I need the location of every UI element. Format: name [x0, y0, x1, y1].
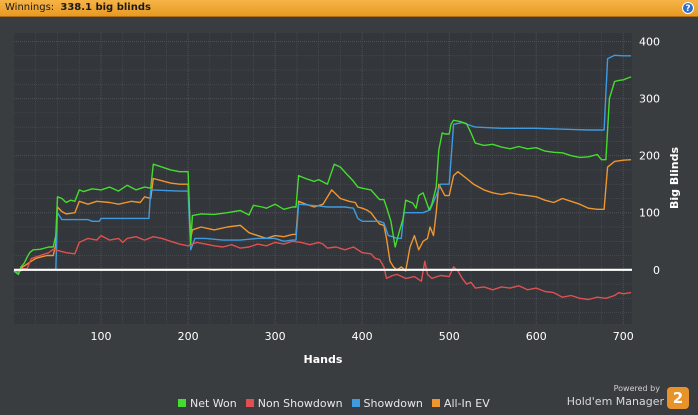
x-axis-title: Hands: [304, 353, 343, 366]
winnings-value: 338.1 big blinds: [60, 2, 151, 13]
legend-swatch-allin-ev: [431, 399, 440, 407]
winnings-summary: Winnings: 338.1 big blinds: [5, 2, 151, 13]
series-layer: [13, 54, 632, 301]
y-axis-title: Big Blinds: [668, 147, 681, 209]
x-axis-ticks: 100 200 300 400 500 600 700: [91, 330, 634, 343]
brand-name: Hold'em Manager: [566, 395, 664, 408]
legend-swatch-showdown: [351, 399, 360, 407]
help-icon[interactable]: ?: [682, 2, 694, 14]
x-tick-label: 200: [178, 330, 199, 343]
legend-item-non-showdown[interactable]: Non Showdown: [245, 396, 343, 410]
x-tick-label: 100: [91, 330, 112, 343]
y-axis-ticks: 0 100 200 300 400: [639, 36, 660, 277]
x-tick-label: 700: [613, 330, 634, 343]
y-tick-label: 200: [639, 150, 660, 163]
legend-swatch-non-showdown: [245, 399, 254, 407]
series-line-net-won: [13, 76, 632, 276]
legend-item-net-won[interactable]: Net Won: [178, 397, 237, 410]
powered-by-text: Powered by: [613, 384, 660, 393]
x-tick-label: 400: [352, 330, 373, 343]
plot-area: [14, 33, 632, 324]
legend-item-showdown[interactable]: Showdown: [351, 396, 423, 410]
series-line-non-showdown: [13, 234, 632, 301]
legend-label-non-showdown: Non Showdown: [257, 396, 343, 410]
x-tick-label: 500: [439, 330, 460, 343]
legend-label-net-won: Net Won: [190, 396, 237, 410]
hem2-logo-icon: 2: [667, 387, 689, 409]
legend-item-allin-ev[interactable]: All-In EV: [431, 396, 490, 410]
legend-label-allin-ev: All-In EV: [443, 396, 490, 410]
x-tick-label: 300: [265, 330, 286, 343]
winnings-chart: 100 200 300 400 500 600 700 0 100 200 300 400 Hand…: [13, 33, 681, 366]
series-line-all-in-ev: [13, 159, 632, 273]
y-tick-label: 0: [653, 264, 660, 277]
header-bar: Winnings: 338.1 big blinds ?: [0, 0, 698, 17]
chart-legend: Net Won Non Showdown Showdown All-In EV: [178, 396, 499, 410]
legend-swatch-net-won: [178, 399, 186, 407]
y-tick-label: 400: [639, 36, 660, 49]
winnings-label: Winnings:: [5, 2, 55, 13]
y-tick-label: 100: [639, 207, 660, 220]
legend-label-showdown: Showdown: [363, 396, 423, 410]
y-tick-label: 300: [639, 93, 660, 106]
x-tick-label: 600: [526, 330, 547, 343]
